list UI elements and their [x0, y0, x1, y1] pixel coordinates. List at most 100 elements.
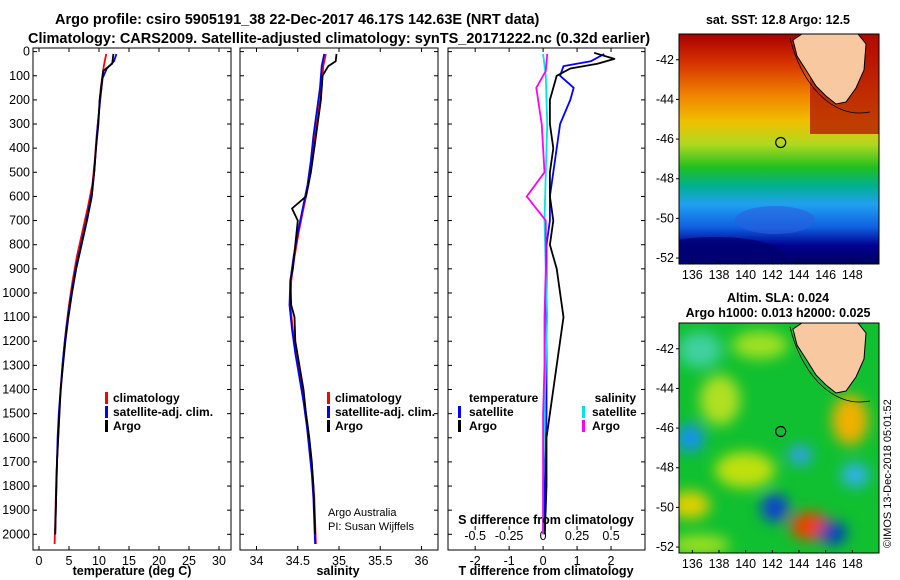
legend-title-salinity: salinity: [595, 391, 637, 405]
depth-axis: 0 100 200 300 400 500 600 700 800 900 1000 1100 1200…: [2, 45, 231, 541]
s-tick-label: 0: [540, 529, 547, 543]
legend-swatch-climatology: [105, 392, 108, 404]
credit-line2: PI: Susan Wijffels: [328, 521, 414, 533]
difference-s-axis: -0.5 -0.25 0 0.25 0.5: [464, 526, 620, 543]
difference-x-axis: -2 -1 0 1 2: [470, 48, 615, 568]
depth-tick-label: 1600: [2, 431, 30, 445]
difference-legend: temperature satellite Argo salinity sate…: [458, 391, 637, 433]
series-line-satellite-adj-clim-: [288, 53, 326, 545]
sla-latitude-ticks: -42 -44 -46 -48 -50 -52: [656, 342, 679, 554]
temperature-axes-frame: [32, 47, 232, 551]
legend-label-t-satellite: satellite: [469, 405, 514, 419]
sst-map: sat. SST: 12.8 Argo: 12.5 136 138 140 142 14…: [656, 13, 880, 282]
legend-swatch-climatology: [327, 392, 330, 404]
lat-tick-label: -50: [656, 211, 674, 225]
sla-blob: [841, 463, 869, 487]
salinity-series: [288, 53, 338, 545]
sla-map: Altim. SLA: 0.024 Argo h1000: 0.013 h200…: [656, 291, 880, 571]
depth-tick-label: 100: [9, 69, 30, 83]
legend-label-satellite: satellite-adj. clim.: [335, 405, 435, 419]
depth-tick-label: 600: [9, 189, 30, 203]
depth-tick-label: 1900: [2, 503, 30, 517]
depth-tick-label: 2000: [2, 527, 30, 541]
depth-tick-label: 1400: [2, 383, 30, 397]
salinity-depth-ticks: [240, 51, 438, 535]
sla-argo-position-marker: [775, 425, 787, 438]
depth-tick-label: 300: [9, 117, 30, 131]
sla-blob: [761, 494, 789, 522]
lon-tick-label: 136: [682, 268, 703, 282]
credit-line1: Argo Australia: [328, 507, 397, 519]
lon-tick-label: 146: [815, 557, 836, 571]
legend-label-s-satellite: satellite: [592, 405, 637, 419]
legend-swatch-s-satellite: [582, 406, 585, 418]
tasmania-land: [792, 323, 867, 394]
lon-tick-label: 140: [735, 557, 756, 571]
series-line-argo: [289, 53, 338, 535]
sla-field: [679, 323, 879, 553]
depth-tick-label: 200: [9, 93, 30, 107]
x-tick-label: -2: [470, 554, 481, 568]
sla-blob: [832, 395, 868, 445]
lon-tick-label: 144: [789, 268, 810, 282]
sst-longitude-ticks: 136 138 140 142 144 146 148: [682, 261, 863, 282]
lon-tick-label: 142: [762, 557, 783, 571]
x-tick-label: 35.5: [368, 554, 392, 568]
lat-tick-label: -48: [656, 461, 674, 475]
x-tick-label: 15: [122, 554, 136, 568]
x-tick-label: 0: [36, 554, 43, 568]
sst-argo-position-marker: [775, 136, 787, 149]
x-tick-label: 30: [212, 554, 226, 568]
s-tick-label: -0.5: [464, 529, 486, 543]
salinity-legend: climatology satellite-adj. clim. Argo: [327, 391, 435, 433]
sst-bathymetry-contour: [789, 37, 871, 114]
lon-tick-label: 148: [842, 557, 863, 571]
sla-bathymetry-contour: [789, 326, 871, 403]
salinity-panel: 34 34.5 35 35.5 36 salinity climatology sate…: [239, 47, 439, 578]
lat-tick-label: -52: [656, 540, 674, 554]
depth-tick-label: 1200: [2, 334, 30, 348]
sla-blob: [679, 332, 722, 368]
lat-tick-label: -46: [656, 421, 674, 435]
x-tick-label: 0: [540, 554, 547, 568]
temperature-panel: 0100200300400500600700800900100011001200…: [2, 45, 232, 578]
sla-blobs: [679, 331, 869, 553]
sla-blob: [700, 375, 740, 425]
legend-swatch-satellite: [105, 406, 108, 418]
lat-tick-label: -50: [656, 500, 674, 514]
lat-tick-label: -42: [656, 53, 674, 67]
sst-cold-band: [679, 237, 785, 264]
x-tick-label: 35: [332, 554, 346, 568]
tasmania-land: [792, 34, 867, 105]
depth-tick-label: 1000: [2, 286, 30, 300]
sst-map-frame: [678, 33, 880, 265]
sla-map-subtitle: Argo h1000: 0.013 h2000: 0.025: [686, 306, 871, 320]
salinity-x-label: salinity: [316, 564, 359, 578]
sla-blob: [679, 491, 710, 519]
lon-tick-label: 148: [842, 268, 863, 282]
series-line-satellite: [543, 53, 605, 535]
legend-swatch-s-argo: [582, 420, 585, 432]
legend-label-argo: Argo: [113, 419, 141, 433]
figure-title-line1: Argo profile: csiro 5905191_38 22-Dec-20…: [55, 12, 540, 28]
series-line-satellite-adj-clim-: [54, 53, 118, 535]
x-tick-label: 1: [574, 554, 581, 568]
difference-series: [525, 51, 616, 535]
lon-tick-label: 144: [789, 557, 810, 571]
sla-blob: [679, 535, 730, 553]
x-tick-label: -1: [504, 554, 515, 568]
sla-blob: [715, 452, 775, 488]
series-line-argo: [543, 51, 616, 535]
t-difference-label: T difference from climatology: [458, 564, 633, 578]
sla-blob: [788, 445, 812, 465]
depth-tick-label: 400: [9, 141, 30, 155]
difference-depth-ticks: [448, 51, 645, 535]
sst-map-title: sat. SST: 12.8 Argo: 12.5: [706, 13, 850, 27]
legend-label-climatology: climatology: [113, 391, 180, 405]
difference-panel: -2 -1 0 1 2 -0.5 -0.25 0 0.25 0.5 T difference f…: [447, 47, 646, 578]
legend-label-climatology: climatology: [335, 391, 402, 405]
legend-swatch-t-argo: [458, 420, 461, 432]
lon-tick-label: 142: [762, 268, 783, 282]
temperature-series: [53, 53, 118, 545]
